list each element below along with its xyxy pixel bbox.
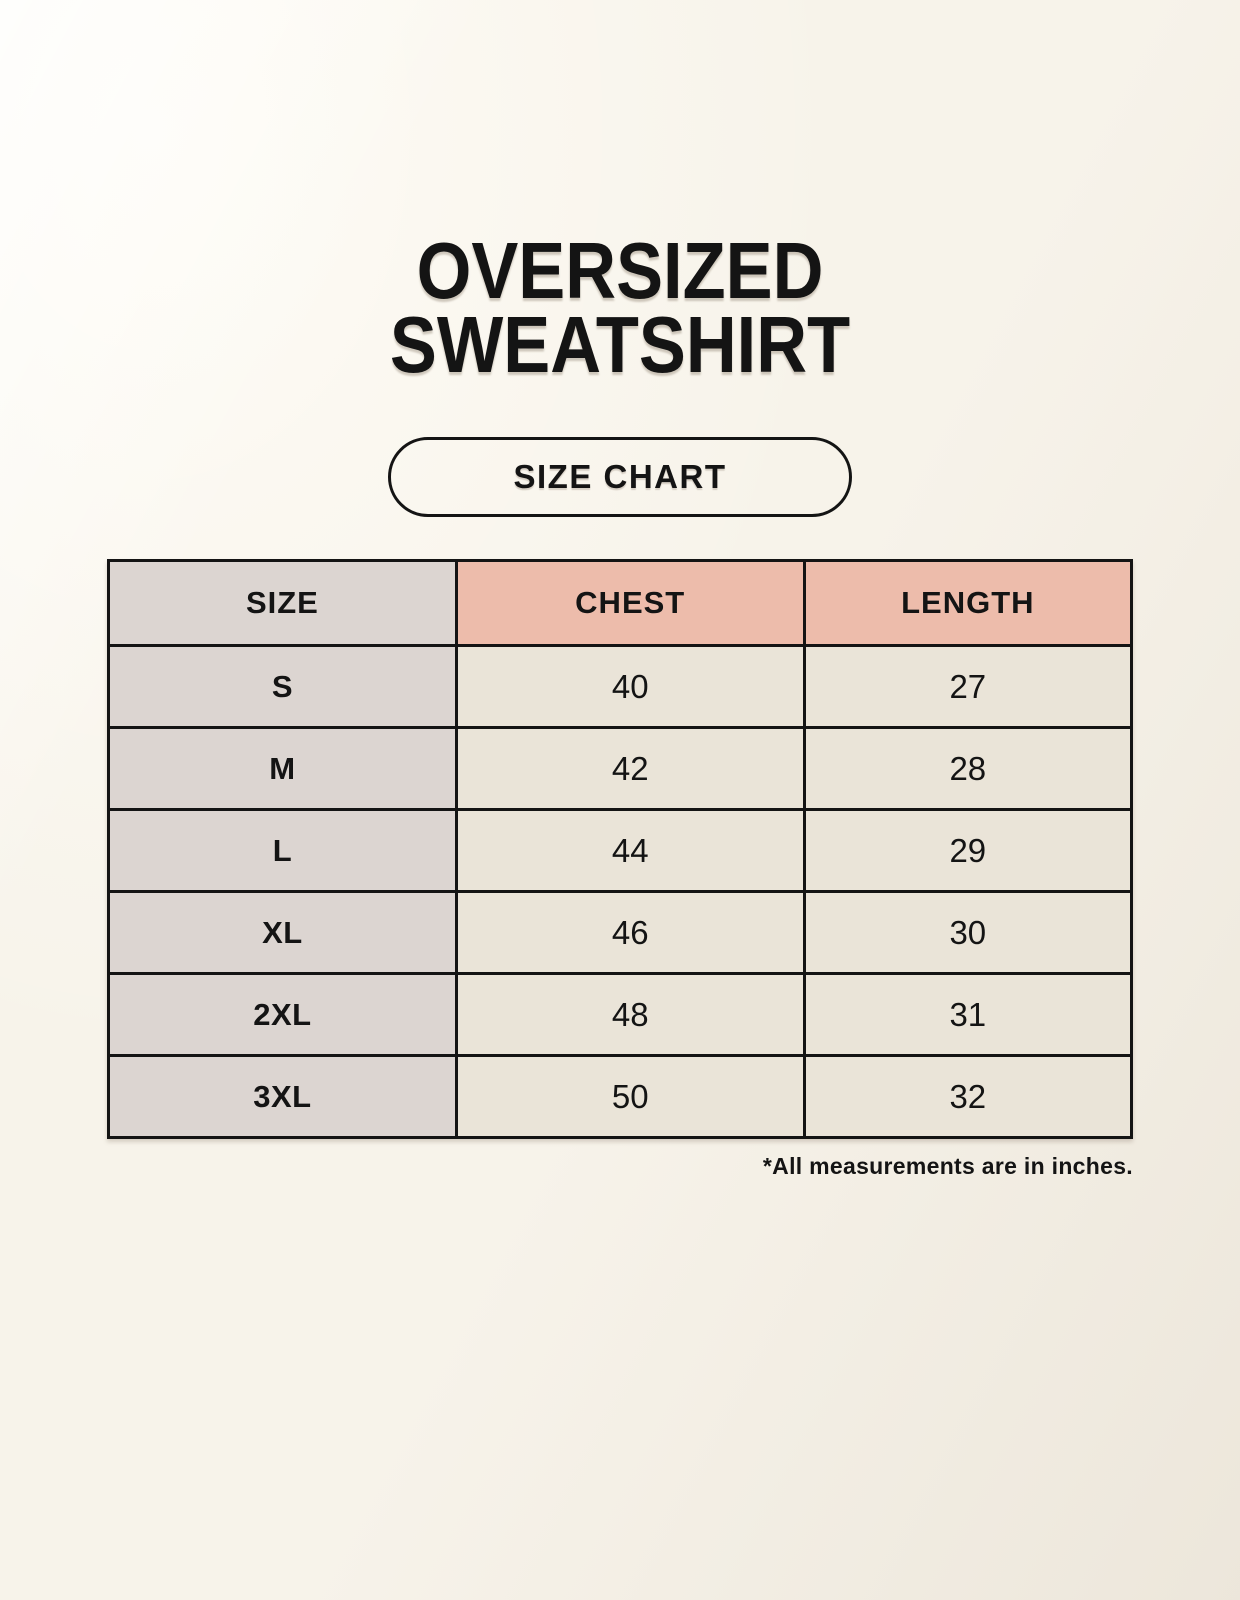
page-title-line-2: SWEATSHIRT (389, 299, 851, 389)
length-cell: 32 (802, 1054, 1134, 1140)
size-cell: 3XL (107, 1054, 458, 1140)
size-cell: L (107, 808, 458, 894)
length-cell: 31 (802, 972, 1134, 1058)
units-footnote: *All measurements are in inches. (762, 1153, 1133, 1180)
table-row: L 44 29 (107, 808, 1134, 894)
chest-cell: 40 (454, 644, 806, 730)
size-cell: XL (107, 890, 458, 976)
size-table-body: S 40 27 M 42 28 L 44 29 XL 46 30 2XL 48 31 3XL 50 32 (107, 644, 1134, 1140)
column-header-chest: CHEST (454, 559, 806, 648)
size-chart-badge-label: SIZE CHART (513, 458, 727, 496)
size-table-header: SIZE CHEST LENGTH (107, 559, 1134, 648)
length-cell: 30 (802, 890, 1134, 976)
column-header-size: SIZE (107, 559, 458, 648)
page-title-line-1: OVERSIZED (416, 226, 824, 315)
length-cell: 28 (802, 726, 1134, 812)
size-cell: S (107, 644, 458, 730)
table-row: 2XL 48 31 (107, 972, 1134, 1058)
chest-cell: 48 (454, 972, 806, 1058)
size-table: SIZE CHEST LENGTH S 40 27 M 42 28 L 44 29 XL 46 30 2… (107, 559, 1134, 1140)
table-row: XL 46 30 (107, 890, 1134, 976)
table-row: S 40 27 (107, 644, 1134, 730)
chest-cell: 42 (454, 726, 806, 812)
chest-cell: 46 (454, 890, 806, 976)
page-title: OVERSIZED SWEATSHIRT (169, 0, 1072, 389)
size-cell: 2XL (107, 972, 458, 1058)
size-chart-page: OVERSIZED SWEATSHIRT SIZE CHART SIZE CHE… (107, 0, 1134, 1180)
table-row: M 42 28 (107, 726, 1134, 812)
size-chart-badge: SIZE CHART (388, 437, 852, 518)
size-cell: M (107, 726, 458, 812)
chest-cell: 50 (454, 1054, 806, 1140)
length-cell: 27 (802, 644, 1134, 730)
column-header-length: LENGTH (802, 559, 1134, 648)
length-cell: 29 (802, 808, 1134, 894)
table-row: 3XL 50 32 (107, 1054, 1134, 1140)
chest-cell: 44 (454, 808, 806, 894)
header-row: SIZE CHEST LENGTH (107, 559, 1134, 648)
